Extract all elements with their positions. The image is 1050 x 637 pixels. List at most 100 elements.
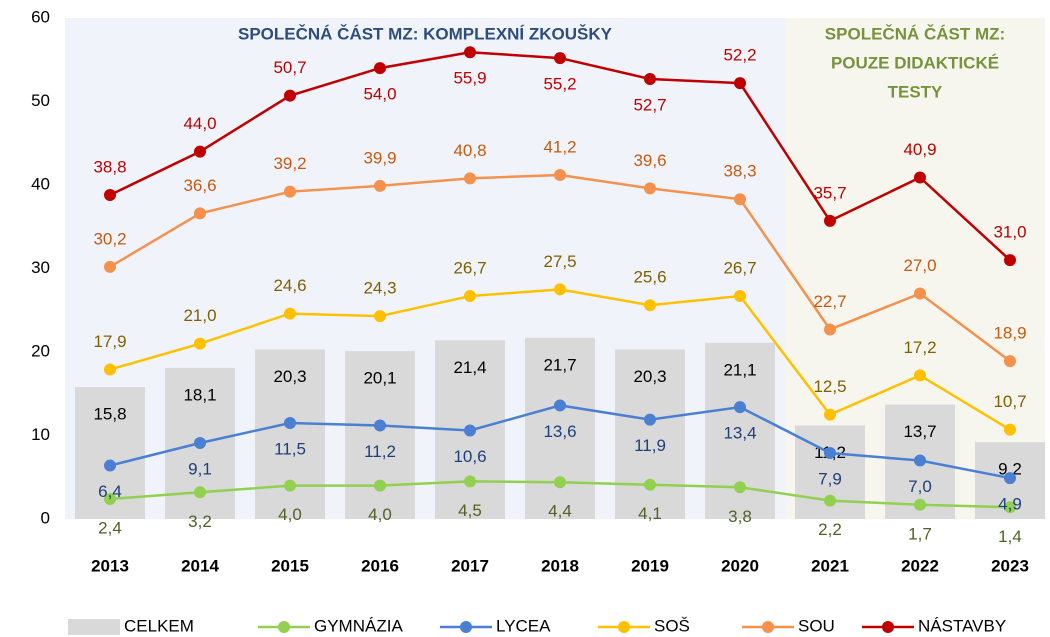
data-point [554, 52, 566, 65]
data-point [374, 419, 386, 432]
data-label: 3,8 [728, 507, 752, 526]
data-label: 20,3 [273, 367, 306, 386]
x-tick-label: 2018 [541, 556, 579, 575]
legend-label: SOU [798, 616, 835, 635]
data-point [914, 454, 926, 467]
annotation: TESTY [888, 82, 943, 101]
data-label: 2,4 [98, 518, 122, 537]
data-point [464, 290, 476, 303]
data-point [914, 369, 926, 382]
data-point [734, 481, 746, 494]
data-label: 1,7 [908, 524, 932, 543]
legend-label: SOŠ [654, 616, 690, 635]
data-label: 2,2 [818, 520, 842, 539]
data-point [104, 189, 116, 202]
data-label: 11,5 [274, 439, 306, 458]
data-label: 4,4 [548, 502, 572, 521]
data-label: 21,7 [543, 355, 576, 374]
data-label: 50,7 [273, 58, 306, 77]
data-point [464, 475, 476, 488]
data-point [374, 179, 386, 192]
data-point [464, 46, 476, 59]
data-point [644, 182, 656, 195]
data-point [284, 307, 296, 320]
x-tick-label: 2021 [811, 556, 849, 575]
data-label: 21,4 [453, 358, 486, 377]
data-label: 54,0 [363, 85, 396, 104]
data-label: 11,2 [364, 442, 396, 461]
data-label: 10,6 [453, 447, 486, 466]
data-point [1004, 355, 1016, 368]
x-tick-label: 2023 [991, 556, 1029, 575]
data-label: 39,9 [363, 148, 396, 167]
data-label: 24,6 [273, 276, 306, 295]
data-point [284, 416, 296, 429]
data-label: 17,2 [903, 338, 936, 357]
data-point [1004, 472, 1016, 485]
data-label: 24,3 [363, 279, 396, 298]
data-point [1004, 254, 1016, 267]
x-tick-label: 2013 [91, 556, 129, 575]
y-tick-label: 50 [31, 91, 50, 110]
legend-swatch [68, 619, 120, 635]
data-point [284, 185, 296, 198]
data-point [1004, 423, 1016, 436]
legend-swatch [278, 621, 290, 633]
data-point [554, 399, 566, 412]
data-point [734, 290, 746, 303]
data-label: 7,9 [818, 470, 842, 489]
legend-label: GYMNÁZIA [314, 616, 403, 635]
data-label: 52,2 [723, 46, 756, 65]
y-tick-label: 30 [31, 258, 50, 277]
data-label: 25,6 [633, 268, 666, 287]
data-label: 21,0 [183, 306, 216, 325]
y-tick-label: 0 [41, 508, 50, 527]
data-label: 41,2 [543, 137, 576, 156]
x-tick-label: 2016 [361, 556, 399, 575]
data-point [644, 478, 656, 491]
data-point [104, 260, 116, 273]
data-point [104, 459, 116, 472]
data-label: 35,7 [813, 183, 846, 202]
data-point [104, 492, 116, 505]
data-label: 39,6 [633, 151, 666, 170]
annotation: POUZE DIDAKTICKÉ [831, 53, 999, 72]
data-label: 27,5 [543, 252, 576, 271]
data-point [554, 168, 566, 181]
data-label: 12,5 [813, 377, 846, 396]
data-point [284, 89, 296, 102]
data-point [914, 171, 926, 184]
legend-swatch [882, 621, 894, 633]
data-label: 40,9 [903, 140, 936, 159]
x-tick-label: 2019 [631, 556, 669, 575]
data-point [194, 486, 206, 499]
data-label: 18,1 [183, 385, 216, 404]
data-point [734, 77, 746, 90]
data-point [644, 413, 656, 426]
data-label: 7,0 [908, 477, 932, 496]
data-point [914, 498, 926, 511]
x-tick-label: 2017 [451, 556, 489, 575]
data-label: 38,8 [93, 158, 126, 177]
data-point [464, 424, 476, 437]
legend-label: CELKEM [124, 616, 194, 635]
data-point [284, 479, 296, 492]
data-point [734, 401, 746, 414]
x-tick-label: 2022 [901, 556, 939, 575]
data-label: 44,0 [183, 114, 216, 133]
data-label: 3,2 [188, 512, 212, 531]
bar [525, 337, 595, 519]
data-label: 52,7 [633, 95, 666, 114]
data-label: 18,9 [993, 324, 1026, 343]
data-point [1004, 501, 1016, 514]
data-point [914, 287, 926, 300]
data-point [824, 447, 836, 460]
data-label: 13,6 [543, 422, 576, 441]
data-label: 31,0 [993, 223, 1026, 242]
data-point [194, 437, 206, 450]
data-point [194, 207, 206, 220]
data-label: 4,0 [368, 505, 392, 524]
data-point [824, 214, 836, 227]
data-label: 26,7 [723, 259, 756, 278]
x-tick-label: 2015 [271, 556, 309, 575]
